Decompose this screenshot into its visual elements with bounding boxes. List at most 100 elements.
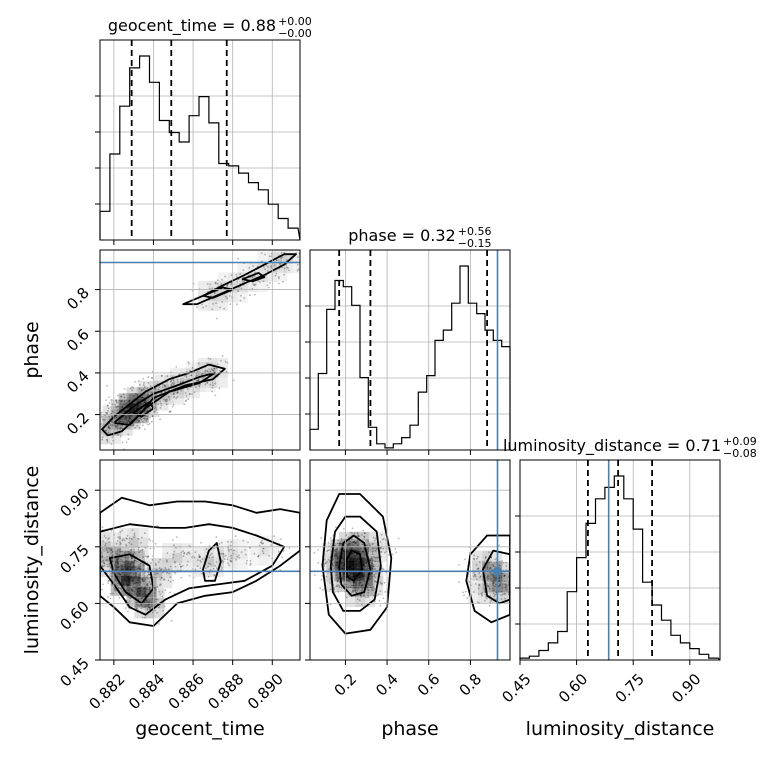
- panel-luminosity-distance-vs-geocent-time-sample: [134, 572, 137, 574]
- panel-luminosity-distance-vs-phase-sample: [364, 566, 367, 568]
- panel-luminosity-distance-vs-phase-sample: [367, 540, 370, 543]
- panel-luminosity-distance-vs-geocent-time-cell-6: [182, 543, 193, 554]
- panel-luminosity-distance-vs-phase-sample: [334, 550, 337, 552]
- panel-luminosity-distance-vs-phase-sample: [478, 572, 481, 575]
- panel-luminosity-distance-vs-phase-sample: [487, 585, 490, 588]
- panel-luminosity-distance-vs-geocent-time-cell-0: [130, 585, 141, 596]
- panel-luminosity-distance-vs-phase-sample: [345, 547, 348, 550]
- panel-luminosity-distance-vs-phase-sample: [349, 581, 352, 584]
- panel-luminosity-distance-vs-geocent-time-sample: [116, 566, 119, 569]
- panel-phase-vs-geocent-time-sample: [206, 283, 209, 285]
- panel-luminosity-distance-vs-geocent-time-sample: [165, 568, 168, 571]
- panel-luminosity-distance-vs-geocent-time-sample: [146, 588, 149, 591]
- panel-luminosity-distance-vs-geocent-time-sample: [139, 562, 142, 565]
- panel-luminosity-distance-vs-geocent-time-sample: [109, 555, 111, 558]
- panel-luminosity-distance-vs-phase-sample: [356, 565, 359, 567]
- panel-phase-vs-geocent-time-cell-2: [126, 407, 137, 418]
- panel-luminosity-distance-vs-phase-sample: [333, 591, 336, 593]
- panel-luminosity-distance-vs-geocent-time-sample: [103, 535, 106, 537]
- panel-luminosity-distance-vs-phase-sample: [370, 586, 372, 589]
- panel-luminosity-distance-vs-phase-sample: [492, 579, 495, 582]
- panel-luminosity-distance-vs-phase-sample: [342, 564, 344, 567]
- panel-luminosity-distance-vs-phase-sample: [356, 558, 358, 561]
- panel-luminosity-distance-vs-geocent-time-sample: [159, 578, 162, 581]
- panel-luminosity-distance-vs-phase-sample: [356, 540, 358, 543]
- panel-luminosity-distance-vs-geocent-time-sample: [138, 576, 141, 579]
- panel-phase-vs-geocent-time-sample: [110, 424, 112, 426]
- panel-luminosity-distance-vs-geocent-time-sample: [208, 556, 211, 558]
- panel-luminosity-distance-vs-phase-sample: [354, 584, 357, 587]
- panel-luminosity-distance-vs-geocent-time-cell-6: [182, 563, 193, 574]
- panel-phase-vs-geocent-time-sample: [140, 389, 143, 392]
- panel-luminosity-distance-vs-phase-sample: [337, 566, 339, 569]
- panel-luminosity-distance-vs-geocent-time-sample: [107, 565, 109, 568]
- panel-phase-vs-geocent-time-sample: [230, 274, 233, 276]
- panel-luminosity-distance-vs-geocent-time-sample: [119, 531, 122, 533]
- panel-luminosity-distance-vs-phase-sample: [490, 556, 493, 559]
- panel-luminosity-distance-vs-phase-sample: [473, 591, 475, 593]
- panel-luminosity-distance-vs-phase-sample: [362, 577, 365, 580]
- panel-luminosity-distance-vs-geocent-time-sample: [230, 548, 233, 551]
- panel-luminosity-distance-vs-geocent-time-sample: [144, 546, 147, 549]
- panel-luminosity-distance-vs-phase-sample: [363, 561, 366, 564]
- panel-luminosity-distance-vs-phase-sample: [372, 589, 374, 592]
- panel-phase-vs-geocent-time-sample: [101, 438, 104, 441]
- panel-phase-vs-geocent-time-cell-3: [102, 405, 113, 416]
- panel-luminosity-distance-vs-geocent-time-sample: [161, 577, 163, 579]
- panel-luminosity-distance-vs-geocent-time-sample: [117, 566, 120, 569]
- panel-luminosity-distance-vs-phase-sample: [488, 568, 491, 571]
- panel-luminosity-distance-vs-geocent-time-sample: [108, 547, 110, 550]
- panel-luminosity-distance-vs-phase-sample: [341, 567, 344, 570]
- panel-phase-vs-geocent-time-sample: [138, 410, 141, 413]
- panel-luminosity-distance-vs-phase-sample: [484, 593, 487, 596]
- panel-luminosity-distance-vs-geocent-time-sample: [156, 598, 159, 601]
- panel-luminosity-distance-vs-phase-sample: [503, 580, 506, 583]
- panel-luminosity-distance-vs-phase-cell-1: [362, 568, 373, 579]
- panel-phase-vs-geocent-time-sample: [128, 416, 131, 419]
- panel-luminosity-distance-vs-phase-sample: [366, 587, 369, 589]
- panel-phase-vs-geocent-time-sample: [135, 401, 138, 403]
- panel-luminosity-distance-vs-geocent-time-sample: [107, 582, 110, 585]
- panel-luminosity-distance-vs-phase-cell-2: [330, 549, 341, 560]
- panel-phase-vs-geocent-time-sample: [122, 416, 125, 419]
- panel-luminosity-distance-vs-geocent-time-sample: [132, 580, 135, 583]
- panel-luminosity-distance-vs-phase-sample: [352, 584, 355, 587]
- panel-phase-vs-geocent-time-cell-1: [130, 419, 141, 430]
- panel-luminosity-distance-vs-geocent-time-sample: [248, 547, 251, 549]
- panel-luminosity-distance-vs-geocent-time-sample: [144, 575, 146, 577]
- panel-phase-vs-geocent-time-sample: [219, 306, 221, 309]
- panel-luminosity-distance-vs-phase-sample: [494, 579, 496, 582]
- axis-labels: geocent_time phase luminosity_distancephas…: [21, 321, 714, 740]
- xtick-label-luminosity-distance-2: 0.75: [612, 670, 648, 706]
- panel-phase-vs-geocent-time-sample: [166, 375, 169, 377]
- panel-phase-vs-geocent-time-sample: [175, 365, 178, 368]
- panel-luminosity-distance-vs-phase-sample: [348, 580, 350, 582]
- panel-luminosity-distance-vs-phase-sample: [505, 588, 508, 591]
- panel-luminosity-distance-vs-phase-sample: [374, 537, 377, 540]
- panel-luminosity-distance-vs-geocent-time-sample: [188, 545, 191, 547]
- panel-luminosity-distance-vs-phase-sample: [367, 583, 369, 585]
- panel-luminosity-distance-vs-geocent-time-sample: [141, 578, 144, 581]
- ylabel-luminosity-distance: luminosity_distance: [21, 466, 43, 655]
- panel-phase-vs-geocent-time-sample: [142, 424, 144, 427]
- panel-luminosity-distance-vs-geocent-time-sample: [121, 564, 124, 566]
- panel-luminosity-distance-vs-phase-sample: [334, 554, 336, 557]
- panel-luminosity-distance-vs-phase-sample: [491, 582, 494, 585]
- panel-phase-vs-geocent-time-sample: [186, 388, 189, 390]
- panel-phase-vs-geocent-time-cell-5: [164, 394, 175, 405]
- panel-luminosity-distance-vs-phase-contour-3: [344, 549, 364, 582]
- panel-luminosity-distance-vs-phase-sample: [354, 564, 357, 567]
- panel-luminosity-distance-vs-geocent-time-sample: [133, 536, 136, 538]
- panel-luminosity-distance-vs-phase-sample: [336, 542, 339, 545]
- panel-phase-vs-geocent-time-sample: [276, 248, 278, 250]
- panel-luminosity-distance-vs-phase-sample: [358, 562, 361, 565]
- panel-luminosity-distance-vs-geocent-time-sample: [129, 596, 132, 599]
- panel-luminosity-distance-vs-phase-sample: [363, 574, 365, 576]
- panel-luminosity-distance-vs-phase-sample: [504, 593, 507, 595]
- panel-luminosity-distance-vs-phase-sample: [371, 550, 374, 553]
- panel-phase-vs-geocent-time-sample: [136, 419, 139, 421]
- panel-phase-vs-geocent-time-sample: [278, 277, 280, 280]
- panel-luminosity-distance-vs-phase-sample: [337, 579, 339, 582]
- panel-luminosity-distance-vs-phase-sample: [336, 554, 338, 557]
- panel-luminosity-distance-vs-geocent-time-sample: [188, 552, 191, 555]
